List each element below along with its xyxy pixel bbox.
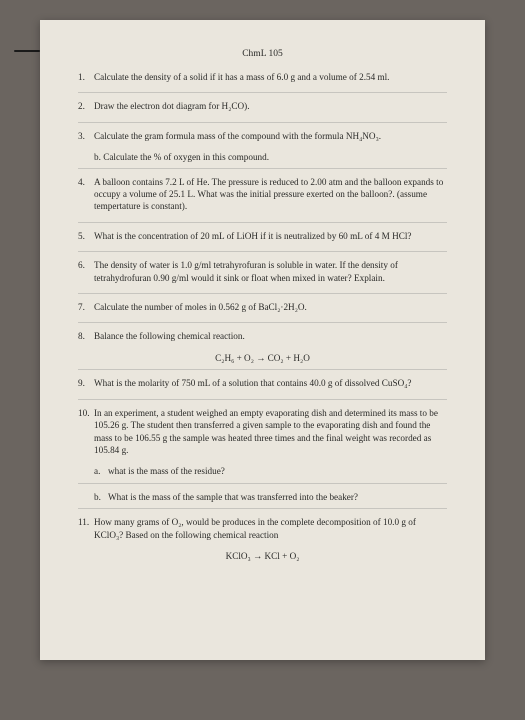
question-9: 9. What is the molarity of 750 mL of a s… (78, 377, 447, 389)
q3-part-b: b. Calculate the % of oxygen in this com… (94, 151, 447, 163)
q10a-label: a. (94, 465, 108, 477)
divider (78, 322, 447, 323)
q3-number: 3. (78, 130, 94, 142)
q4-number: 4. (78, 176, 94, 213)
divider (78, 483, 447, 484)
worksheet-page: ChmL 105 1. Calculate the density of a s… (40, 20, 485, 660)
divider (78, 222, 447, 223)
q10a-text: what is the mass of the residue? (108, 465, 447, 477)
question-11: 11. How many grams of O₂, would be produ… (78, 516, 447, 541)
q5-number: 5. (78, 230, 94, 242)
q11-number: 11. (78, 516, 94, 541)
q6-text: The density of water is 1.0 g/ml tetrahy… (94, 259, 447, 284)
q4-text: A balloon contains 7.2 L of He. The pres… (94, 176, 447, 213)
q3-text: Calculate the gram formula mass of the c… (94, 130, 447, 142)
q8-number: 8. (78, 330, 94, 342)
q2-number: 2. (78, 100, 94, 112)
q6-number: 6. (78, 259, 94, 284)
divider (78, 251, 447, 252)
q10-text: In an experiment, a student weighed an e… (94, 407, 447, 457)
q2-text: Draw the electron dot diagram for H₂CO). (94, 100, 447, 112)
q9-number: 9. (78, 377, 94, 389)
question-6: 6. The density of water is 1.0 g/ml tetr… (78, 259, 447, 284)
divider (78, 369, 447, 370)
divider (78, 122, 447, 123)
divider (78, 399, 447, 400)
question-4: 4. A balloon contains 7.2 L of He. The p… (78, 176, 447, 213)
q8-text: Balance the following chemical reaction. (94, 330, 447, 342)
q8-equation: C₂H₆ + O₂ → CO₂ + H₂O (78, 352, 447, 364)
question-7: 7. Calculate the number of moles in 0.56… (78, 301, 447, 313)
question-2: 2. Draw the electron dot diagram for H₂C… (78, 100, 447, 112)
question-8: 8. Balance the following chemical reacti… (78, 330, 447, 342)
q10b-label: b. (94, 491, 108, 503)
q7-text: Calculate the number of moles in 0.562 g… (94, 301, 447, 313)
page-title: ChmL 105 (78, 48, 447, 61)
q1-text: Calculate the density of a solid if it h… (94, 71, 447, 83)
question-1: 1. Calculate the density of a solid if i… (78, 71, 447, 83)
q11-text: How many grams of O₂, would be produces … (94, 516, 447, 541)
q10b-text: What is the mass of the sample that was … (108, 491, 447, 503)
q10-part-a: a. what is the mass of the residue? (94, 465, 447, 477)
q1-number: 1. (78, 71, 94, 83)
divider (78, 508, 447, 509)
q10-number: 10. (78, 407, 94, 457)
divider (78, 92, 447, 93)
q9-text: What is the molarity of 750 mL of a solu… (94, 377, 447, 389)
question-10: 10. In an experiment, a student weighed … (78, 407, 447, 457)
q11-equation: KClO₃ → KCl + O₂ (78, 550, 447, 562)
divider (78, 168, 447, 169)
q10-part-b: b. What is the mass of the sample that w… (94, 491, 447, 503)
divider (78, 293, 447, 294)
q7-number: 7. (78, 301, 94, 313)
question-5: 5. What is the concentration of 20 mL of… (78, 230, 447, 242)
question-3: 3. Calculate the gram formula mass of th… (78, 130, 447, 142)
pen-mark (14, 50, 40, 52)
q5-text: What is the concentration of 20 mL of Li… (94, 230, 447, 242)
